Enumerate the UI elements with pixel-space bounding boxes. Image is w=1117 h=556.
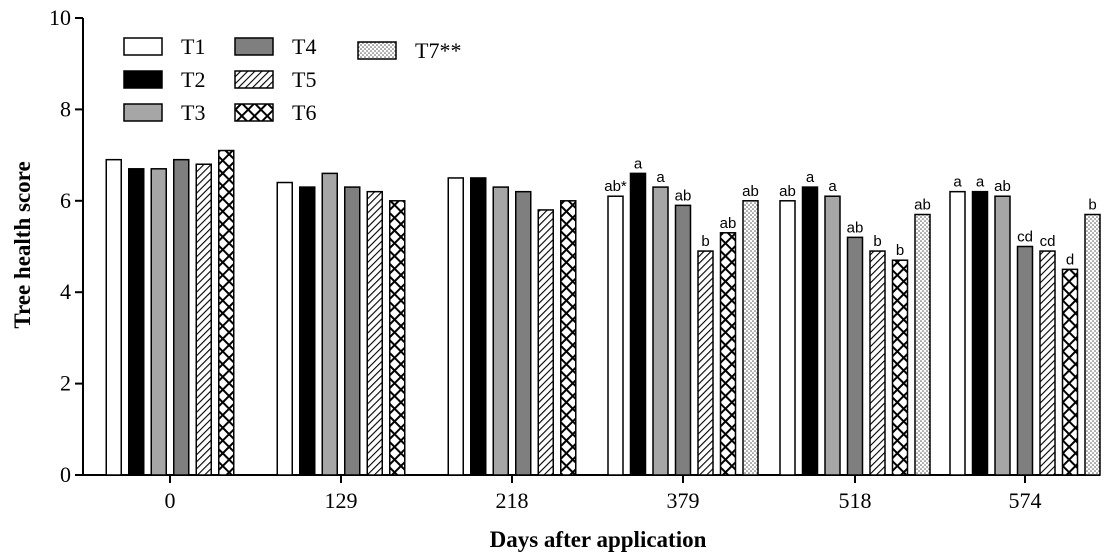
bar-T5-129 xyxy=(366,190,383,476)
bar-T3-518 xyxy=(824,195,841,476)
bar-T1-518 xyxy=(779,200,796,476)
y-tick-label: 10 xyxy=(49,5,71,30)
bar-T4-379 xyxy=(674,204,692,476)
bar-T7-379 xyxy=(742,200,759,476)
y-tick-label: 2 xyxy=(60,371,71,396)
bar-T2-218 xyxy=(470,177,487,476)
bar-T6-129 xyxy=(389,200,406,476)
significance-label: b xyxy=(701,233,709,250)
bar-T1-379 xyxy=(607,195,624,476)
bar-T5-518 xyxy=(869,250,886,476)
significance-label: a xyxy=(976,174,985,191)
bar-T4-574 xyxy=(1016,245,1034,476)
x-tick-label: 574 xyxy=(1009,488,1042,513)
significance-label: a xyxy=(953,174,962,191)
bar-T1-574 xyxy=(949,190,966,476)
bar-T4-518 xyxy=(846,236,864,476)
bar-T1-0 xyxy=(105,158,122,476)
legend-swatch-T6 xyxy=(234,103,274,122)
significance-label: b xyxy=(896,242,904,259)
bar-T3-129 xyxy=(321,172,338,476)
bar-T7-518 xyxy=(914,213,931,476)
bar-T3-379 xyxy=(652,186,669,476)
bar-T3-218 xyxy=(492,186,509,476)
x-tick-label: 129 xyxy=(325,488,358,513)
legend-label-T7: T7** xyxy=(415,38,461,63)
bar-T1-218 xyxy=(447,177,464,476)
legend-swatch-T7 xyxy=(357,41,397,60)
x-axis-title: Days after application xyxy=(490,527,707,552)
bar-T4-0 xyxy=(173,158,190,476)
bar-T6-379 xyxy=(719,232,737,476)
y-tick-label: 4 xyxy=(60,279,71,304)
significance-label: a xyxy=(806,169,815,186)
x-tick-label: 218 xyxy=(496,488,529,513)
significance-label: ab xyxy=(779,183,796,200)
x-tick-label: 0 xyxy=(165,488,176,513)
significance-label: a xyxy=(656,169,665,186)
y-tick-label: 6 xyxy=(60,188,71,213)
bar-T2-574 xyxy=(971,190,989,476)
bar-T6-574 xyxy=(1061,268,1079,476)
significance-label: ab xyxy=(847,219,864,236)
bar-T2-0 xyxy=(128,168,145,476)
y-tick-label: 0 xyxy=(60,462,71,487)
y-tick-label: 8 xyxy=(60,96,71,121)
bar-T2-518 xyxy=(801,186,819,476)
bar-T1-129 xyxy=(276,181,293,476)
legend-label-T6: T6 xyxy=(292,100,316,125)
legend-label-T3: T3 xyxy=(181,100,205,125)
axes: 0 2 4 6 8 10 0 129 218 379 518 574 xyxy=(49,5,1100,513)
legend-swatch-T4 xyxy=(234,37,274,56)
bar-T3-0 xyxy=(150,168,167,476)
bar-T6-0 xyxy=(218,149,235,476)
legend-swatch-T3 xyxy=(123,103,163,122)
significance-label: ab xyxy=(720,215,737,232)
significance-label: a xyxy=(634,155,643,172)
bar-T5-574 xyxy=(1039,250,1056,476)
legend-swatch-T5 xyxy=(234,70,274,89)
bar-T3-574 xyxy=(994,195,1011,476)
significance-label: cd xyxy=(1017,229,1033,246)
significance-label: cd xyxy=(1040,233,1056,250)
significance-label: a xyxy=(828,178,837,195)
legend-label-T4: T4 xyxy=(292,34,316,59)
legend-label-T2: T2 xyxy=(181,67,205,92)
significance-label: d xyxy=(1066,251,1074,268)
bar-T4-218 xyxy=(515,190,532,476)
legend: T1 T2 T3 T4 T5 T6 T7** xyxy=(123,34,461,125)
bar-T6-518 xyxy=(891,259,909,476)
significance-label: b xyxy=(1088,197,1096,214)
legend-swatch-T2 xyxy=(123,70,163,89)
significance-label: ab xyxy=(994,178,1011,195)
bars xyxy=(105,149,1101,476)
significance-label: ab* xyxy=(604,178,627,195)
bar-T7-574 xyxy=(1084,213,1101,476)
bar-T5-0 xyxy=(195,163,212,476)
x-tick-label: 379 xyxy=(667,488,700,513)
bar-T4-129 xyxy=(344,186,361,476)
bar-T2-129 xyxy=(299,186,316,476)
x-tick-label: 518 xyxy=(839,488,872,513)
legend-swatch-T1 xyxy=(123,37,163,56)
y-axis-title: Tree health score xyxy=(10,161,35,328)
bar-T2-379 xyxy=(629,172,647,476)
bar-T5-218 xyxy=(537,209,554,476)
significance-label: b xyxy=(873,233,881,250)
significance-label: ab xyxy=(675,187,692,204)
significance-label: ab xyxy=(742,183,759,200)
bar-T5-379 xyxy=(697,250,714,476)
legend-label-T5: T5 xyxy=(292,67,316,92)
legend-label-T1: T1 xyxy=(181,34,205,59)
bar-T6-218 xyxy=(560,200,577,476)
significance-label: ab xyxy=(914,197,931,214)
